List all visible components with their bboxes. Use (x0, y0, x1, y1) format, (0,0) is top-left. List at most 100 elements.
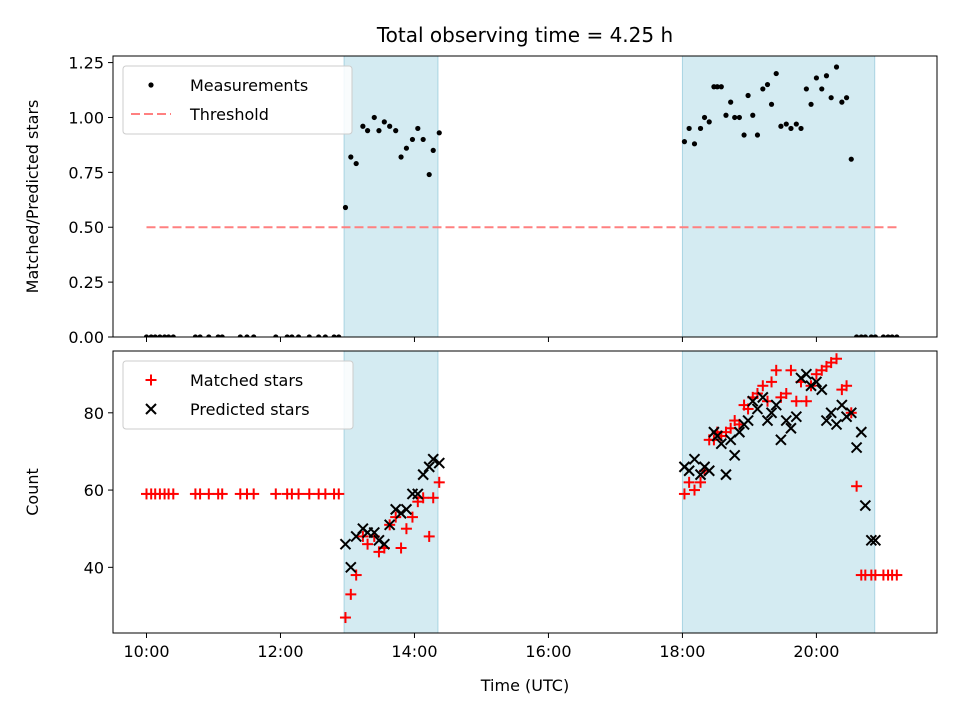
data-point (885, 334, 891, 337)
data-point (770, 364, 782, 376)
data-point (219, 334, 225, 337)
data-point (828, 95, 834, 101)
data-point (336, 334, 342, 337)
data-point (427, 453, 439, 465)
data-point (203, 488, 215, 500)
data-point (819, 86, 825, 92)
data-point (880, 334, 887, 337)
data-point (362, 538, 374, 550)
data-point (389, 503, 402, 516)
data-point (768, 101, 775, 107)
data-point (805, 380, 817, 392)
legend-label: Threshold (189, 105, 269, 124)
x-tick-label: 12:00 (257, 642, 303, 661)
data-point (426, 171, 432, 178)
data-point (373, 534, 385, 546)
data-point (289, 334, 295, 337)
data-point (764, 81, 771, 88)
legend-box (122, 360, 354, 430)
y-tick-label: 60 (84, 481, 104, 500)
panel-count: 10:00 12:00 14:00 16:00 18:00 20:00 40 60 80 Coun… (23, 350, 938, 661)
data-point (409, 136, 416, 143)
data-point (894, 334, 900, 337)
data-point (683, 465, 695, 477)
data-point (775, 434, 787, 446)
data-point (858, 334, 864, 337)
data-point (167, 488, 179, 500)
data-point (751, 403, 764, 415)
data-point (237, 334, 243, 337)
y-tick-label: 0.75 (68, 163, 104, 182)
data-point (855, 426, 868, 438)
shaded-region-1 (343, 56, 439, 337)
data-point (395, 542, 407, 554)
data-point (785, 364, 797, 376)
data-point (688, 484, 700, 496)
series-measurements (143, 64, 900, 337)
y-tick-label: 80 (84, 404, 104, 423)
data-point (342, 204, 349, 211)
data-point (436, 130, 442, 136)
x-tick-label: 10:00 (123, 642, 169, 661)
data-point (800, 368, 813, 380)
legend-box (122, 65, 353, 135)
data-point (770, 399, 782, 411)
data-point (166, 334, 172, 337)
data-point (851, 480, 863, 492)
data-point (795, 372, 807, 384)
data-point (757, 380, 769, 392)
data-point (387, 123, 393, 129)
legend-label: Measurements (190, 76, 308, 95)
x-axis-label: Time (UTC) (480, 676, 569, 695)
x-tick-label: 16:00 (525, 642, 571, 661)
legend-swatch (145, 403, 157, 415)
data-point (412, 488, 424, 500)
data-point (728, 449, 741, 462)
data-point (868, 334, 874, 337)
data-point (398, 154, 404, 160)
data-point (333, 488, 345, 500)
data-point (848, 156, 854, 162)
data-point (706, 119, 712, 125)
data-point (678, 488, 690, 500)
axes-frame (112, 350, 938, 634)
data-point (251, 334, 257, 337)
data-point (197, 334, 203, 337)
data-point (152, 334, 158, 337)
data-point (820, 414, 833, 427)
data-point (841, 380, 853, 392)
data-point (711, 430, 723, 442)
data-point (750, 112, 756, 118)
data-point (816, 383, 828, 396)
data-point (800, 395, 812, 407)
x-tick-label: 20:00 (793, 642, 839, 661)
data-point (869, 534, 882, 546)
y-tick-label: 0.00 (68, 328, 104, 347)
data-point (714, 84, 720, 90)
data-point (284, 334, 290, 337)
data-point (694, 468, 707, 481)
data-point (403, 145, 410, 151)
data-point (783, 121, 789, 127)
data-point (695, 476, 707, 488)
data-point (406, 511, 418, 523)
data-point (778, 123, 784, 129)
data-point (889, 334, 895, 337)
data-point (360, 123, 366, 129)
data-point (780, 414, 792, 427)
data-point (400, 503, 413, 516)
data-point (745, 92, 751, 99)
data-point (345, 588, 357, 600)
data-point (760, 86, 766, 92)
data-point (810, 376, 823, 388)
data-point (295, 334, 302, 337)
data-point (788, 125, 794, 132)
data-point (825, 407, 837, 419)
data-point (836, 399, 848, 411)
data-point (157, 334, 163, 337)
data-point (415, 125, 421, 132)
data-point (244, 334, 250, 337)
x-tick-label: 18:00 (659, 642, 705, 661)
legend-swatch (148, 82, 154, 88)
data-point (697, 125, 704, 132)
